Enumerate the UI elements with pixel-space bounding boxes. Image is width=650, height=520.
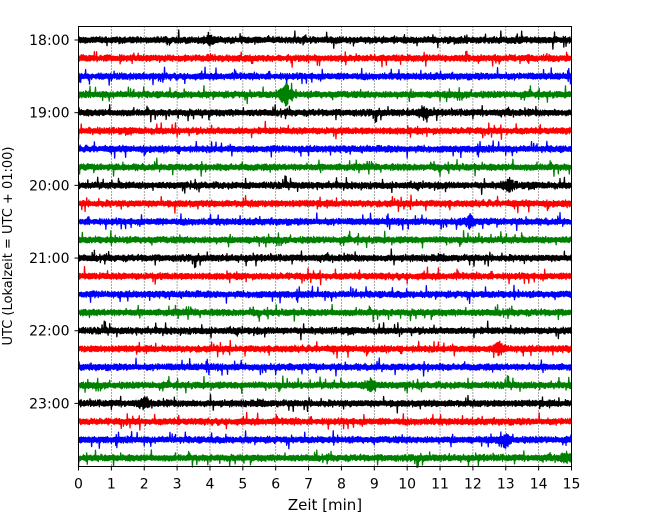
- trace-2345: [77, 449, 573, 469]
- x-tick-label: 8: [337, 477, 346, 493]
- trace-2000: [77, 175, 573, 196]
- x-tick-label: 10: [398, 477, 416, 493]
- trace-2330: [77, 430, 573, 450]
- trace-1815: [77, 50, 573, 68]
- x-tick-label: 5: [238, 477, 247, 493]
- trace-2015: [77, 194, 573, 214]
- trace-1930: [77, 140, 573, 159]
- y-tick-label: 19:00: [29, 106, 69, 122]
- trace-layer: [77, 29, 573, 469]
- y-tick-label: 21:00: [29, 251, 69, 267]
- trace-2315: [77, 411, 573, 431]
- trace-1900: [77, 104, 573, 123]
- plot-frame: [78, 26, 572, 467]
- x-tick-label: 14: [530, 477, 548, 493]
- y-axis-ticks: 18:00 19:00 20:00 21:00 22:00 23:00: [29, 33, 79, 412]
- x-tick-label: 12: [464, 477, 482, 493]
- x-tick-label: 3: [173, 477, 182, 493]
- trace-2030: [77, 212, 573, 232]
- x-tick-label: 11: [431, 477, 449, 493]
- x-tick-label: 0: [74, 477, 83, 493]
- trace-2130: [77, 284, 573, 305]
- y-tick-label: 22:00: [29, 324, 69, 340]
- trace-1830: [77, 66, 573, 86]
- x-tick-label: 2: [140, 477, 149, 493]
- y-tick-label: 18:00: [29, 33, 69, 49]
- trace-2145: [77, 303, 573, 323]
- trace-2045: [77, 230, 573, 249]
- trace-2300: [77, 393, 573, 414]
- x-tick-label: 15: [563, 477, 581, 493]
- trace-2100: [77, 248, 573, 269]
- x-tick-label: 13: [497, 477, 515, 493]
- trace-2230: [77, 357, 573, 377]
- trace-1845: [77, 82, 573, 107]
- x-tick-label: 9: [370, 477, 379, 493]
- trace-1915: [77, 120, 573, 140]
- x-axis-label: Zeit [min]: [288, 496, 362, 514]
- trace-2115: [77, 266, 573, 286]
- trace-1800: [77, 29, 573, 50]
- trace-1945: [77, 157, 573, 177]
- x-tick-label: 1: [107, 477, 116, 493]
- x-tick-label: 6: [271, 477, 280, 493]
- x-tick-label: 7: [304, 477, 313, 493]
- y-tick-label: 20:00: [29, 178, 69, 194]
- x-tick-label: 4: [206, 477, 215, 493]
- trace-2215: [77, 339, 573, 359]
- y-tick-label: 23:00: [29, 396, 69, 412]
- x-axis-ticks: 0 1 2 3 4 5 6 7 8 9 10 11 12 13 14 15: [74, 466, 581, 493]
- trace-2245: [77, 375, 573, 394]
- y-axis-label: UTC (Lokalzeit = UTC + 01:00): [1, 147, 16, 346]
- trace-2200: [77, 320, 573, 341]
